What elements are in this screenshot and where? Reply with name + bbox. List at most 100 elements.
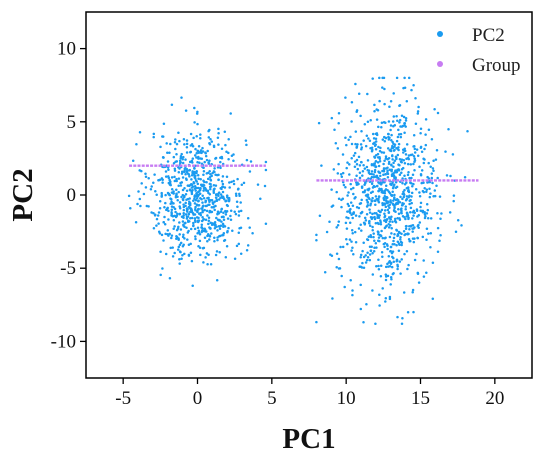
scatter-point-c1 [384, 205, 388, 209]
scatter-point-c0 [194, 171, 198, 175]
scatter-point-c1 [384, 296, 388, 300]
scatter-point-c1 [375, 118, 379, 121]
scatter-point-c1 [348, 238, 352, 241]
scatter-point-c0 [177, 131, 180, 134]
scatter-point-c1 [363, 189, 367, 192]
scatter-point-c0 [199, 149, 203, 152]
scatter-point-c0 [203, 180, 206, 184]
scatter-point-c1 [350, 240, 353, 243]
scatter-point-c0 [213, 240, 216, 243]
scatter-point-c0 [181, 253, 184, 257]
scatter-point-c0 [183, 143, 186, 146]
scatter-point-c0 [213, 187, 216, 191]
scatter-point-c1 [418, 165, 421, 168]
scatter-point-c1 [421, 189, 425, 193]
scatter-point-c1 [417, 105, 420, 109]
scatter-point-c1 [404, 227, 408, 231]
scatter-point-c0 [208, 209, 212, 213]
scatter-point-c1 [405, 250, 409, 253]
scatter-point-c0 [172, 202, 175, 205]
scatter-point-c0 [207, 191, 210, 195]
scatter-point-c0 [234, 192, 238, 196]
scatter-point-c0 [237, 210, 241, 213]
scatter-point-c0 [188, 202, 192, 205]
scatter-point-c0 [220, 180, 224, 183]
scatter-point-c1 [376, 215, 380, 218]
scatter-point-c1 [406, 156, 410, 160]
scatter-point-c1 [396, 234, 399, 238]
y-tick-label: 0 [67, 185, 77, 206]
scatter-point-c0 [237, 231, 241, 234]
scatter-point-c1 [407, 154, 411, 157]
scatter-point-c1 [369, 234, 372, 237]
scatter-point-c1 [354, 130, 358, 133]
scatter-point-c1 [367, 196, 370, 199]
scatter-point-c1 [420, 169, 424, 172]
scatter-point-c0 [227, 151, 230, 155]
scatter-point-c0 [180, 257, 183, 261]
scatter-point-c1 [378, 239, 381, 243]
scatter-point-c1 [379, 274, 383, 278]
scatter-point-c0 [159, 250, 162, 254]
scatter-point-c1 [387, 162, 391, 166]
scatter-point-c1 [408, 199, 411, 202]
scatter-point-c0 [135, 142, 138, 146]
scatter-point-c0 [216, 229, 219, 232]
scatter-point-c1 [371, 289, 374, 292]
scatter-point-c1 [400, 204, 404, 207]
scatter-point-c1 [414, 188, 418, 191]
scatter-point-c0 [175, 237, 178, 240]
scatter-point-c0 [150, 211, 153, 214]
scatter-point-c0 [209, 221, 212, 224]
scatter-point-c1 [399, 132, 403, 136]
scatter-point-c1 [387, 226, 391, 229]
scatter-point-c0 [245, 249, 249, 252]
scatter-point-c1 [423, 216, 427, 220]
scatter-point-c1 [383, 212, 386, 216]
scatter-point-c1 [362, 266, 366, 269]
y-tick-label: 5 [67, 112, 77, 133]
scatter-point-c1 [409, 153, 413, 157]
scatter-point-c1 [383, 139, 387, 143]
scatter-point-c1 [416, 112, 420, 115]
scatter-point-c0 [204, 200, 207, 204]
scatter-point-c1 [349, 135, 352, 139]
scatter-point-c1 [373, 141, 376, 145]
scatter-point-c1 [454, 230, 458, 234]
scatter-point-c1 [416, 224, 420, 228]
scatter-point-c0 [196, 231, 199, 235]
scatter-point-c1 [402, 230, 406, 233]
scatter-point-c1 [384, 172, 387, 176]
scatter-point-c0 [214, 253, 218, 257]
scatter-point-c0 [216, 136, 220, 140]
scatter-point-c0 [238, 192, 241, 196]
scatter-point-c1 [382, 173, 385, 177]
scatter-point-c1 [349, 279, 352, 282]
scatter-point-c0 [184, 204, 187, 208]
scatter-point-c0 [177, 177, 181, 180]
scatter-point-c1 [342, 183, 346, 187]
scatter-point-c0 [158, 199, 162, 203]
scatter-point-c0 [162, 156, 165, 159]
scatter-point-c1 [367, 137, 370, 140]
scatter-point-c0 [197, 177, 200, 181]
scatter-point-c0 [217, 178, 220, 181]
scatter-point-c1 [391, 145, 395, 149]
scatter-point-c1 [419, 201, 423, 205]
scatter-point-c0 [173, 175, 176, 179]
scatter-point-c1 [406, 233, 410, 236]
scatter-point-c1 [373, 156, 377, 159]
scatter-point-c1 [393, 219, 397, 223]
scatter-point-c1 [386, 262, 389, 266]
scatter-point-c0 [202, 166, 205, 169]
scatter-point-c1 [382, 170, 386, 173]
scatter-point-c1 [349, 187, 353, 191]
scatter-point-c0 [175, 235, 178, 238]
scatter-point-c1 [361, 190, 365, 194]
scatter-point-c1 [373, 168, 377, 172]
scatter-point-c0 [204, 218, 208, 221]
scatter-point-c1 [389, 250, 392, 253]
scatter-point-c1 [379, 174, 382, 178]
scatter-point-c1 [370, 146, 374, 150]
scatter-point-c1 [413, 258, 417, 262]
